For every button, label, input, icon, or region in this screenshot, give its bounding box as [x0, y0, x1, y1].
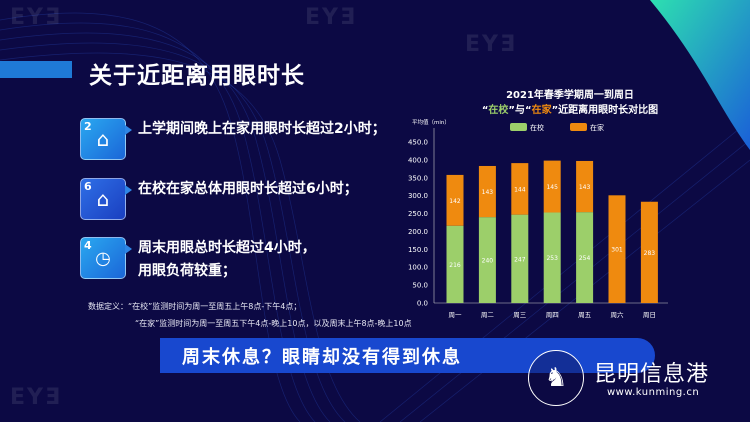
bar-在家	[511, 163, 529, 215]
y-tick-label: 0.0	[417, 300, 428, 308]
bar-在家	[478, 165, 496, 218]
teal-corner-shape	[650, 0, 750, 150]
y-tick-label: 400.0	[408, 156, 428, 164]
chart-title-line-1: 2021年春季学期周一到周日	[506, 90, 634, 101]
x-tick-label: 周四	[546, 311, 559, 319]
data-label: 143	[579, 184, 591, 191]
item-text: 在校在家总体用眼时长超过6小时；	[138, 181, 358, 197]
y-tick-label: 150.0	[408, 246, 428, 254]
brand-name: 昆明信息港	[594, 362, 710, 387]
y-tick-label: 200.0	[408, 228, 428, 236]
y-tick-label: 350.0	[408, 174, 428, 182]
data-label: 240	[482, 258, 494, 265]
x-tick-label: 周三	[513, 311, 527, 319]
legend-swatch	[510, 123, 527, 131]
house-clock-icon: 6 ⌂	[80, 178, 132, 220]
sofa-clock-icon: 4 ◷	[80, 237, 132, 279]
item-text: 周末用眼总时长超过4小时，	[138, 240, 316, 256]
data-label: 142	[449, 198, 461, 205]
item-text: 上学期间晚上在家用眼时长超过2小时；	[138, 121, 386, 137]
data-label: 143	[482, 189, 494, 196]
watermark: EYƎ	[305, 5, 357, 30]
definition-line-1: 数据定义：“在校”监测时间为周一至周五上午8点-下午4点；	[88, 302, 302, 311]
definition-line-2: “在家”监测时间为周一至周五下午4点-晚上10点，以及周末上午8点-晚上10点	[135, 319, 412, 328]
school-clock-icon: 2 ⌂	[80, 118, 132, 160]
brand-url: www.kunming.cn	[607, 387, 700, 398]
bar-在家	[608, 195, 626, 303]
bar-在校	[576, 212, 594, 303]
y-tick-label: 100.0	[408, 264, 428, 272]
x-tick-label: 周五	[578, 311, 592, 319]
bar-在家	[446, 174, 464, 226]
data-label: 247	[514, 256, 526, 263]
y-tick-label: 250.0	[408, 210, 428, 218]
watermark: EYƎ	[10, 5, 62, 30]
bar-在家	[576, 160, 594, 213]
legend-label: 在家	[590, 123, 604, 132]
data-label: 145	[546, 184, 558, 191]
data-label: 301	[611, 247, 623, 254]
data-label: 283	[644, 250, 656, 257]
bar-在校	[478, 217, 496, 303]
y-tick-label: 300.0	[408, 192, 428, 200]
data-label: 216	[449, 262, 461, 269]
page-title: 关于近距离用眼时长	[89, 63, 305, 89]
y-tick-label: 50.0	[412, 282, 428, 290]
x-tick-label: 周二	[481, 311, 495, 319]
data-label: 253	[546, 255, 558, 262]
bar-在校	[446, 225, 464, 303]
list-item: 2 ⌂ 上学期间晚上在家用眼时长超过2小时；	[80, 118, 386, 160]
bar-在校	[543, 212, 561, 303]
chart-title-line-2: “在校”与“在家”近距离用眼时长对比图	[481, 105, 659, 116]
bar-在校	[511, 214, 529, 303]
list-item: 4 ◷ 周末用眼总时长超过4小时， 用眼负荷较重；	[80, 237, 316, 283]
y-axis-label: 平均值（min）	[412, 118, 450, 126]
bar-在家	[543, 160, 561, 213]
item-text: 用眼负荷较重；	[138, 263, 236, 279]
legend-label: 在校	[530, 123, 544, 132]
x-tick-label: 周日	[643, 311, 656, 319]
kunming-logo-icon: ♞	[528, 350, 584, 406]
watermark: EYƎ	[465, 32, 517, 57]
bar-在家	[640, 201, 658, 303]
title-accent-bar	[0, 61, 72, 78]
watermark: EYƎ	[10, 385, 62, 410]
list-item: 6 ⌂ 在校在家总体用眼时长超过6小时；	[80, 178, 358, 220]
legend-swatch	[570, 123, 587, 131]
x-tick-label: 周一	[449, 311, 463, 319]
x-tick-label: 周六	[611, 310, 625, 319]
data-label: 254	[579, 255, 591, 262]
y-tick-label: 450.0	[408, 139, 428, 147]
data-label: 144	[514, 186, 526, 193]
